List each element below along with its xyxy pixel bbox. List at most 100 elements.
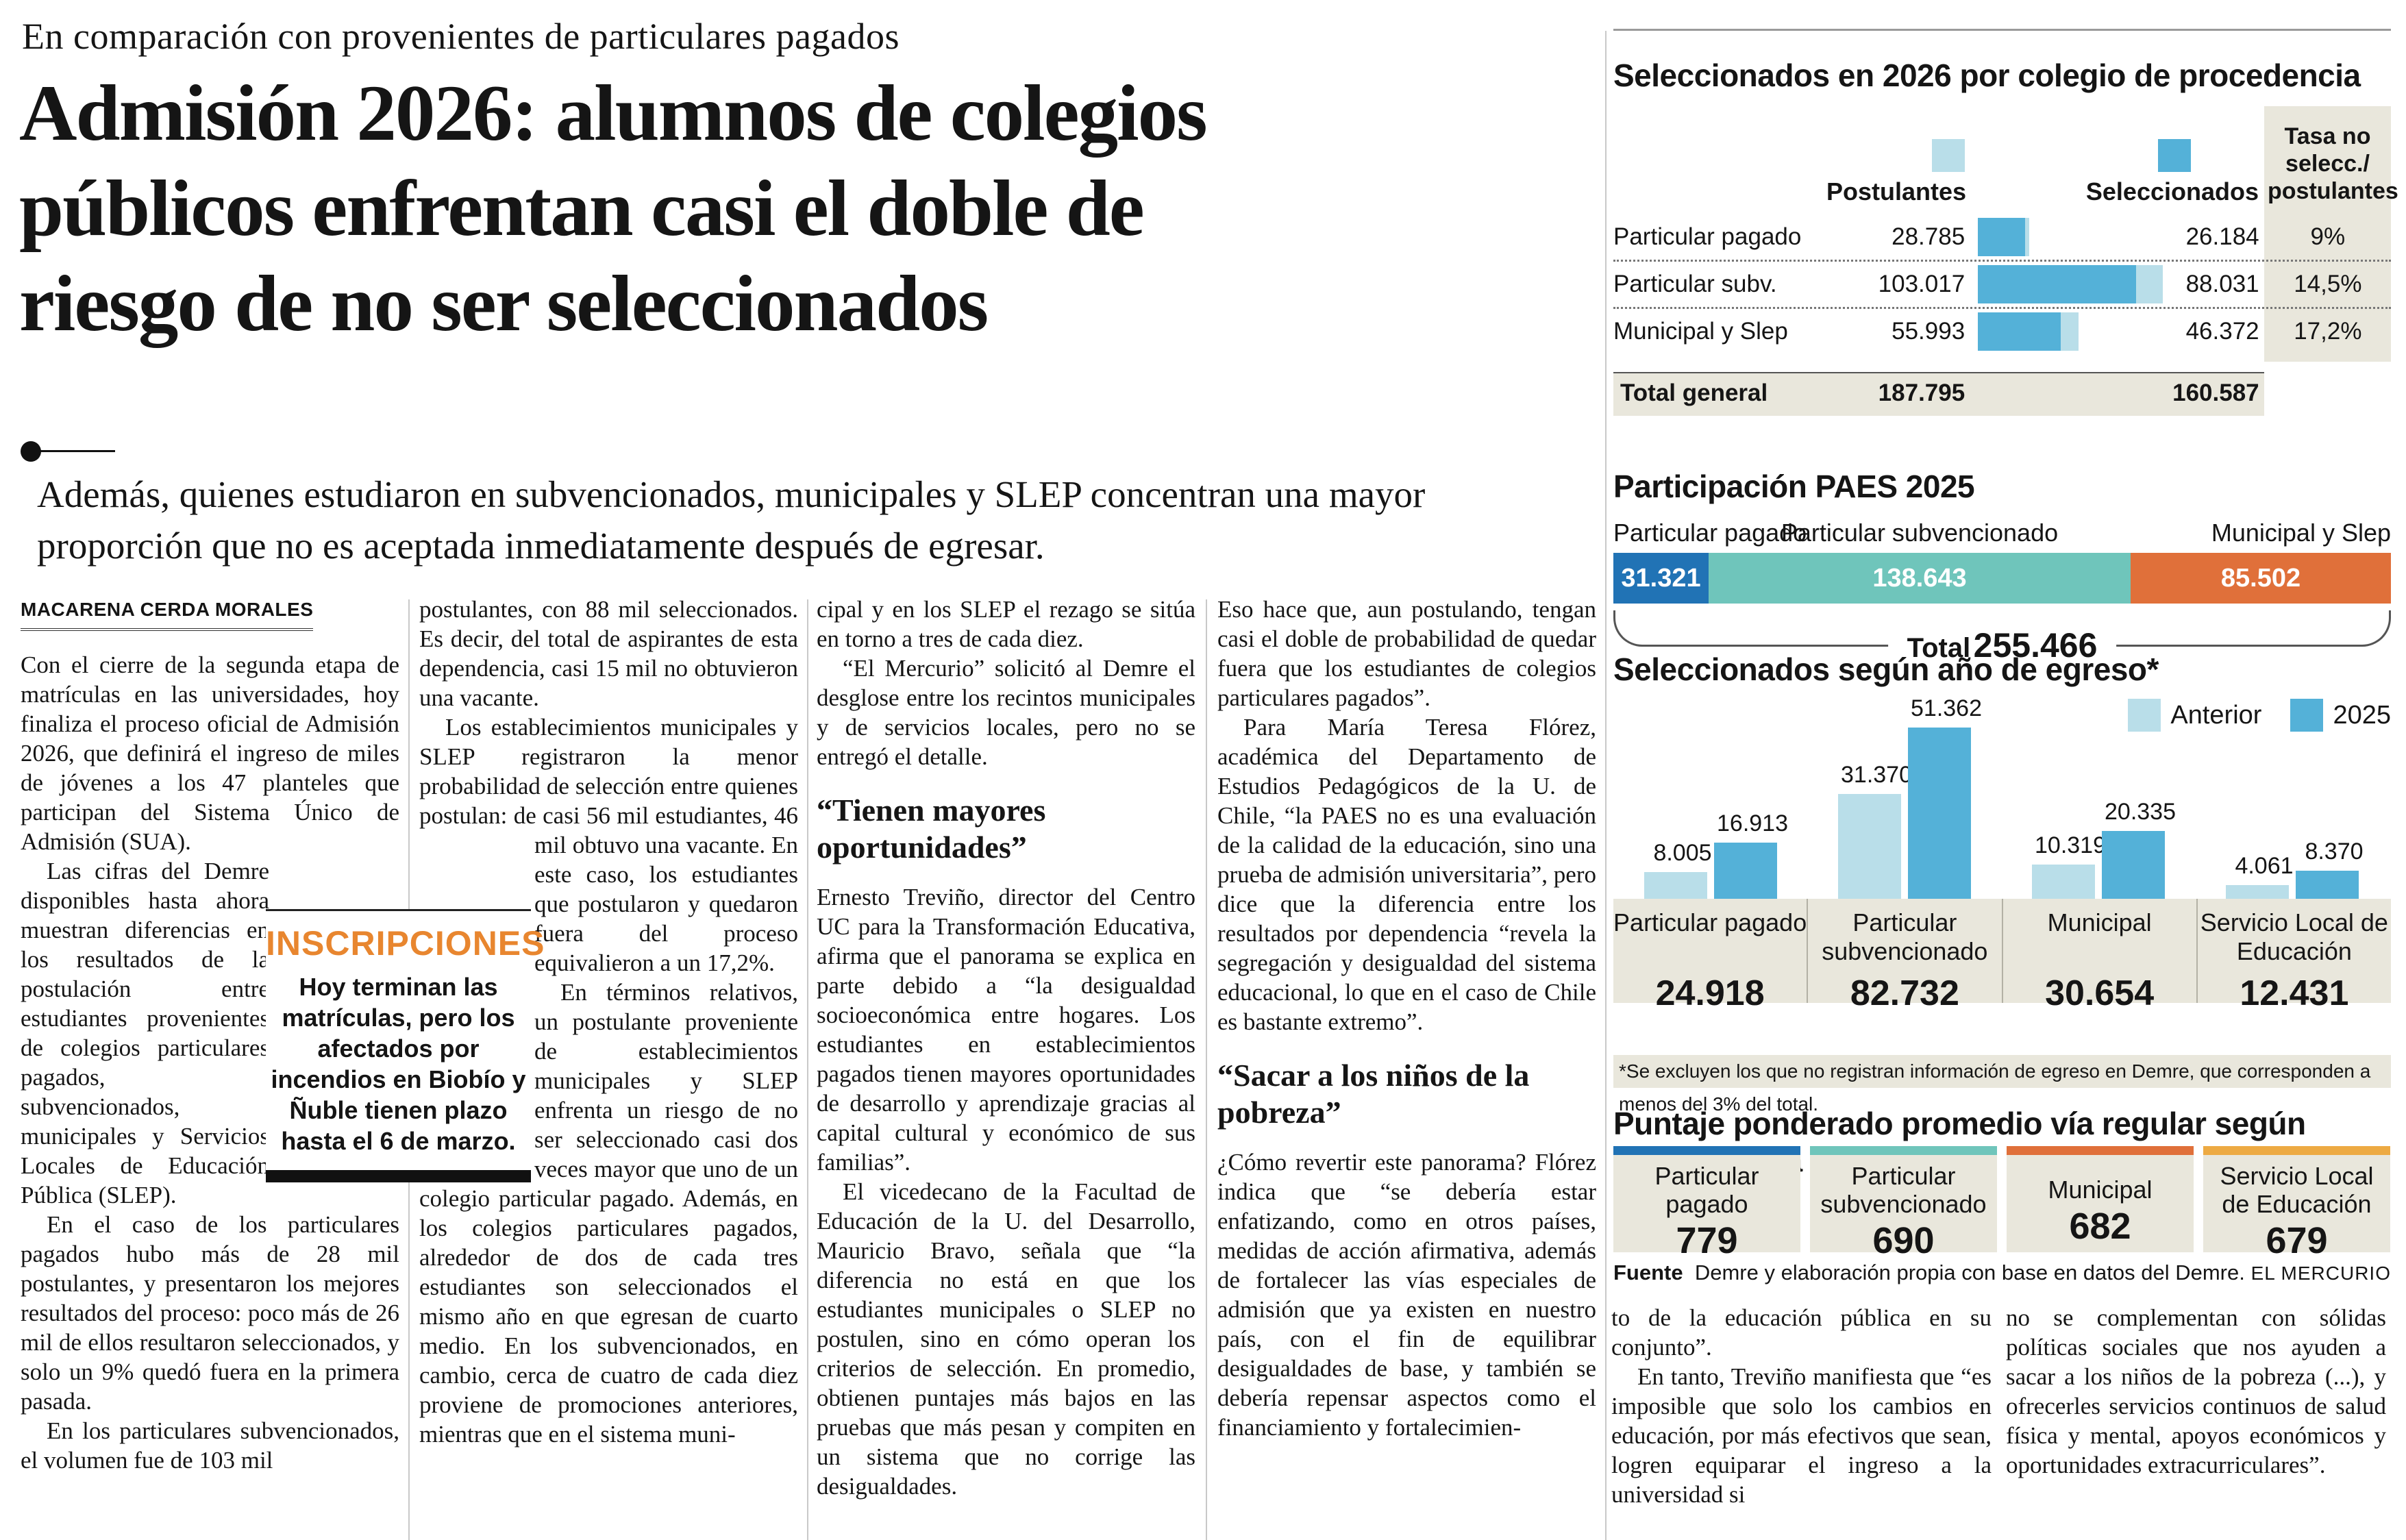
row-bars: 46.372 <box>1968 309 2264 354</box>
group-footer: Servicio Local de Educación 12.431 <box>2198 899 2391 1013</box>
chart2-labels: Particular pagado Particular subvenciona… <box>1613 519 2391 547</box>
card-value: 682 <box>2069 1206 2131 1247</box>
infographic-panel: Seleccionados en 2026 por colegio de pro… <box>1613 29 2398 1298</box>
bar-seleccionados <box>1978 312 2061 351</box>
score-card: Municipal 682 <box>2007 1146 2194 1252</box>
total-label: Total <box>1907 633 1971 663</box>
paragraph: En los particulares subvencionados, el v… <box>21 1417 399 1474</box>
chart2-total: Total 255.466 <box>1887 625 2117 665</box>
score-card: Particular subvencionado 690 <box>1810 1146 1997 1261</box>
kicker: En comparación con provenientes de parti… <box>22 16 900 57</box>
section-subhead: “Tienen mayores oportunidades” <box>817 793 1046 865</box>
chart1-header: Postulantes Seleccionados Tasa no selecc… <box>1613 106 2398 209</box>
bar-value: 4.061 <box>2235 853 2294 879</box>
chart1-tasa-column-bg <box>2264 106 2391 362</box>
row-label: Particular pagado <box>1613 223 1802 250</box>
group-total: 82.732 <box>1850 973 1959 1013</box>
bar-group-particular-pagado: 8.005 16.913 <box>1613 692 1807 899</box>
bar-2025 <box>1908 728 1971 899</box>
section-subhead: “Sacar a los niños de la pobreza” <box>1217 1058 1530 1130</box>
column-rule <box>1605 31 1607 1540</box>
bar-value: 16.913 <box>1717 810 1788 836</box>
article-column-3: cipal y en los SLEP el rezago se sitúa e… <box>817 595 1195 1540</box>
legend-2025: 2025 <box>2333 700 2391 730</box>
paragraph: Ernesto Treviño, director del Centro UC … <box>817 884 1195 1176</box>
row-separator <box>1613 307 2391 309</box>
total-label: Total general <box>1620 380 1768 406</box>
bar-anterior <box>2032 865 2095 899</box>
card-value: 679 <box>2266 1220 2328 1261</box>
segment-particular-pagado: 31.321 <box>1613 553 1709 604</box>
group-label: Servicio Local de Educación <box>2200 908 2388 965</box>
inset-title: INSCRIPCIONES <box>266 924 545 962</box>
legend-anterior: Anterior <box>2170 700 2262 730</box>
source-label: Fuente <box>1613 1260 1683 1284</box>
legend-swatch-anterior-icon <box>2128 699 2161 732</box>
row-bars: 88.031 <box>1968 262 2264 307</box>
column-rule <box>1206 599 1207 1540</box>
group-footer: Particular pagado 24.918 <box>1613 899 1809 1013</box>
segment-label: Particular subvencionado <box>1781 519 2059 547</box>
card-color-bar <box>2007 1146 2194 1155</box>
legend-swatch-postulantes-icon <box>1932 139 1965 172</box>
segment-label: Municipal y Slep <box>2211 519 2391 547</box>
chart1-title: Seleccionados en 2026 por colegio de pro… <box>1613 58 2361 93</box>
paragraph: “El Mercurio” solicitó al Demre el desgl… <box>817 655 1195 770</box>
credit: EL MERCURIO <box>2250 1263 2391 1284</box>
chart4-cards: Particular pagado 779 Particular subvenc… <box>1613 1146 2391 1261</box>
paragraph: Los establecimientos municipales y SLEP … <box>419 712 798 978</box>
chart1-header-postulantes: Postulantes <box>1826 177 1966 206</box>
source-text: Fuente Demre y elaboración propia con ba… <box>1613 1260 2245 1284</box>
group-total: 24.918 <box>1655 973 1765 1013</box>
paragraph: El vicedecano de la Facultad de Educació… <box>817 1178 1195 1500</box>
paragraph: Con el cierre de la segunda etapa de mat… <box>21 651 399 855</box>
table-row: Particular subv. 103.017 88.031 14,5% <box>1613 262 2391 307</box>
total-seleccionados: 160.587 <box>2172 380 2259 406</box>
bar-seleccionados <box>1978 265 2137 303</box>
card-label: Particular pagado <box>1654 1162 1759 1218</box>
bar-value: 8.005 <box>1653 840 1712 866</box>
paragraph: ¿Cómo revertir este panorama? Flórez ind… <box>1217 1149 1596 1441</box>
group-total: 12.431 <box>2240 973 2349 1013</box>
chart2-stacked-bar: 31.321 138.643 85.502 <box>1613 553 2391 604</box>
article-column-1: MACARENA CERDA MORALES Con el cierre de … <box>21 595 399 1540</box>
card-value: 690 <box>1872 1220 1935 1261</box>
article-column-2: postulantes, con 88 mil seleccionados. E… <box>419 595 798 1540</box>
group-label: Particular subvencionado <box>1822 908 1988 965</box>
bar-group-particular-subvencionado: 31.370 51.362 <box>1807 692 2001 899</box>
card-color-bar <box>2203 1146 2390 1155</box>
chart1-header-seleccionados: Seleccionados <box>2085 177 2259 206</box>
total-row-bg <box>1613 372 2264 416</box>
chart1-total-row: Total general 187.795 160.587 <box>1613 372 2391 416</box>
chart3-footnote: *Se excluyen los que no registran inform… <box>1613 1055 2391 1115</box>
chart3-plot: 8.005 16.913 31.370 51.362 10.319 20.335… <box>1613 692 2391 899</box>
deck-bullet-icon <box>21 441 41 462</box>
bar-anterior <box>1644 872 1707 899</box>
bar-2025 <box>2102 831 2165 899</box>
deck: Además, quienes estudiaron en subvencion… <box>37 473 1426 567</box>
page-title: Admisión 2026: alumnos de colegios públi… <box>19 66 1595 351</box>
bar-2025 <box>2296 871 2359 899</box>
headline-line-2: públicos enfrentan casi el doble de <box>19 164 1145 253</box>
group-label: Particular pagado <box>1613 908 1807 936</box>
segment-label: Particular pagado <box>1613 519 1807 547</box>
group-total: 30.654 <box>2045 973 2155 1013</box>
bar-group-municipal: 10.319 20.335 <box>2001 692 2195 899</box>
bar-seleccionados <box>1978 218 2026 256</box>
card-value: 779 <box>1676 1220 1738 1261</box>
legend-swatch-seleccionados-icon <box>2158 139 2191 172</box>
card-label: Servicio Local de Educación <box>2220 1162 2374 1218</box>
row-label: Municipal y Slep <box>1613 318 1788 345</box>
chart3-axis-band: Particular pagado 24.918 Particular subv… <box>1613 899 2391 1013</box>
chart2-title: Participación PAES 2025 <box>1613 469 1975 504</box>
byline-text: MACARENA CERDA MORALES <box>21 595 314 631</box>
bar-value: 51.362 <box>1911 695 1982 721</box>
segment-particular-subvencionado: 138.643 <box>1709 553 2131 604</box>
bar-anterior <box>2226 885 2289 899</box>
card-color-bar <box>1613 1146 1800 1155</box>
row-tasa: 17,2% <box>2294 318 2362 345</box>
chart2-total-bracket: Total 255.466 <box>1613 610 2391 665</box>
row-bars: 26.184 <box>1968 214 2264 260</box>
group-label: Municipal <box>2047 908 2152 936</box>
bar-anterior <box>1838 794 1901 899</box>
